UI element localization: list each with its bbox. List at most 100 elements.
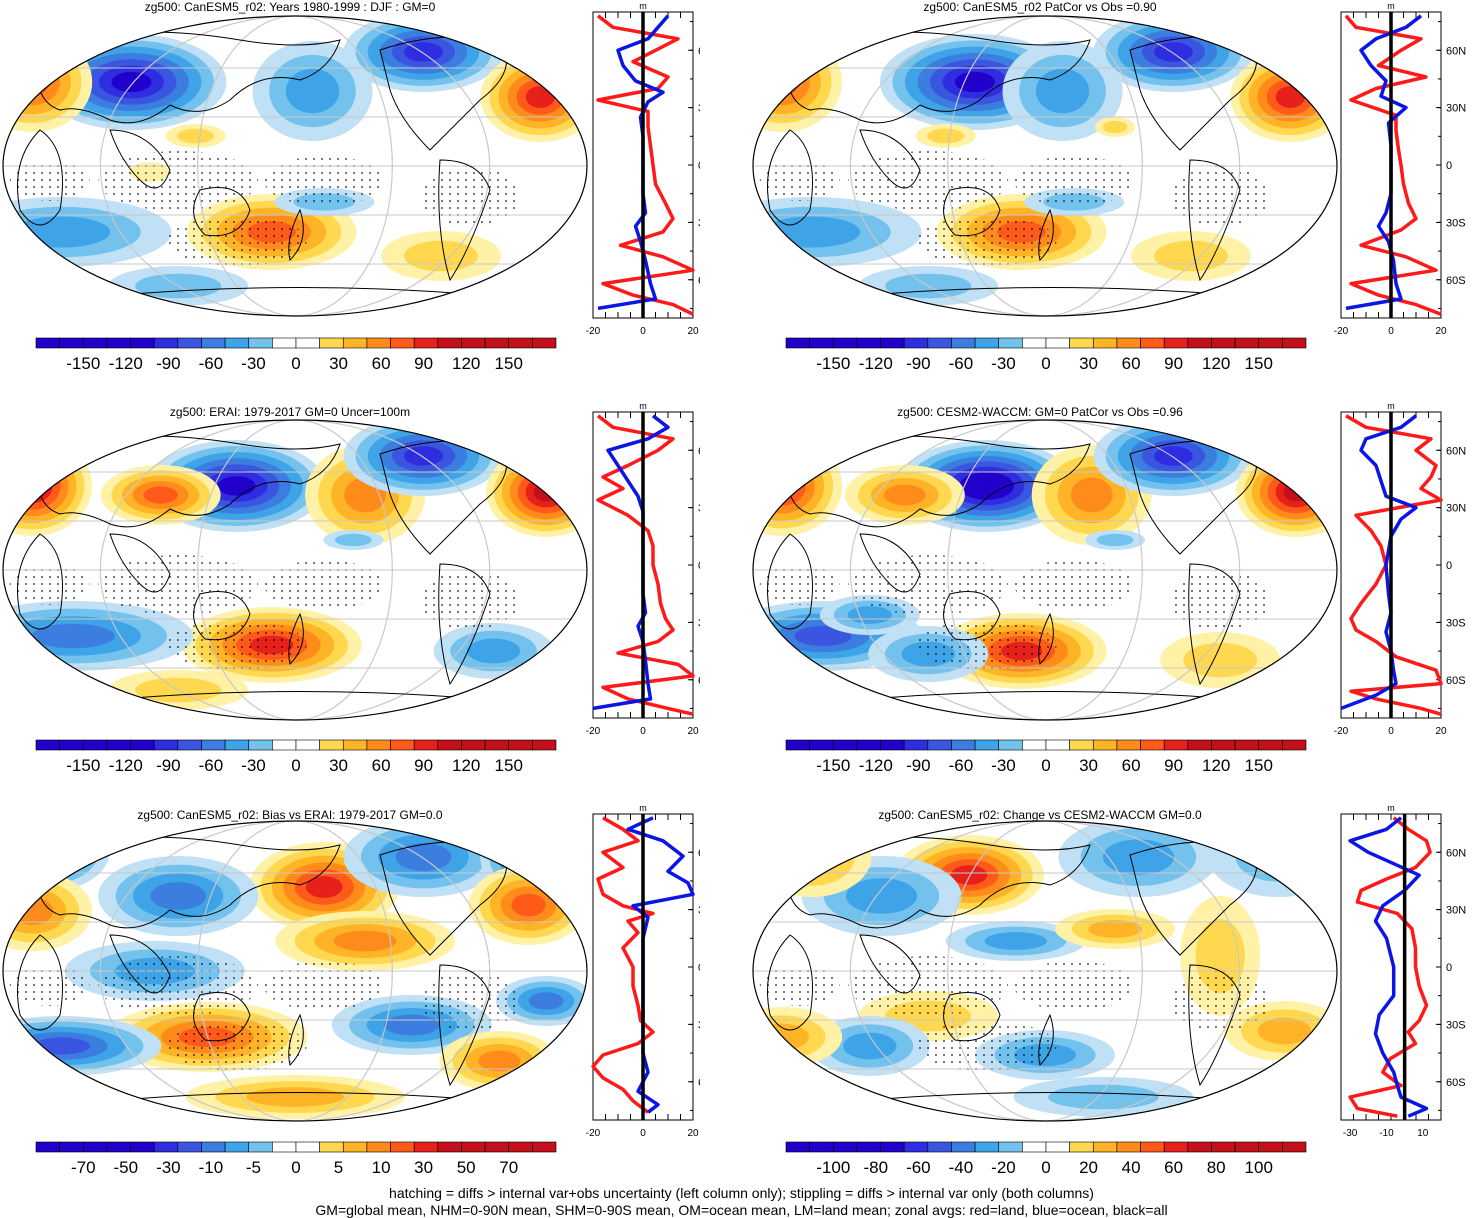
colorbar-bin xyxy=(1282,739,1307,751)
panel-title: zg500: CanESM5_r02: Bias vs ERAI: 1979-2… xyxy=(137,808,443,822)
colorbar-tick-label: 150 xyxy=(1245,354,1273,373)
stippling-region xyxy=(1014,961,1135,1011)
profile-unit: m xyxy=(639,1,647,11)
coastline xyxy=(1188,159,1241,282)
negative-anomaly-contour xyxy=(395,843,452,871)
stippling-region xyxy=(759,565,840,605)
ocean-zonal-mean-line xyxy=(1345,14,1423,311)
colorbar-tick-label: 0 xyxy=(291,756,300,775)
coastline xyxy=(438,563,491,686)
colorbar-bin xyxy=(1140,739,1165,751)
profile-lat-label: 30N xyxy=(698,503,700,515)
colorbar-bin xyxy=(224,337,250,349)
profile-lat-label: 0 xyxy=(1446,160,1452,172)
colorbar-bin xyxy=(272,739,297,751)
coastline xyxy=(869,287,1231,296)
panel-title: zg500: CanESM5_r02 PatCor vs Obs =0.90 xyxy=(923,0,1157,14)
coastline xyxy=(37,435,341,528)
profile-lat-label: 30N xyxy=(698,905,700,917)
colorbar-bin xyxy=(106,1141,131,1153)
colorbar-bin xyxy=(1045,739,1070,751)
profile-lat-label: 60N xyxy=(1446,847,1466,859)
colorbar-bin xyxy=(319,1141,344,1153)
positive-anomaly-contour xyxy=(1257,1017,1312,1045)
colorbar-bin xyxy=(880,337,905,349)
colorbar-tick-label: 120 xyxy=(452,756,480,775)
zonal-profile: m -20 0 20 60N 30N 0 30S 60S xyxy=(1334,1,1466,337)
colorbar-tick-label: 0 xyxy=(291,354,300,373)
negative-anomaly-contour xyxy=(466,638,521,664)
footer-note-2: GM=global mean, NHM=0-90N mean, SHM=0-90… xyxy=(315,1202,1168,1218)
negative-anomaly-contour xyxy=(794,626,852,646)
colorbar-bin xyxy=(366,739,391,751)
profile-x-tick-label: -20 xyxy=(586,1128,601,1139)
colorbar-tick-label: 10 xyxy=(372,1158,391,1177)
profile-lat-label: 30N xyxy=(1446,103,1466,115)
colorbar-tick-label: 90 xyxy=(1164,354,1183,373)
stippling-region xyxy=(1170,971,1271,1031)
colorbar-tick-label: -30 xyxy=(991,354,1016,373)
profile-unit: m xyxy=(639,803,647,813)
colorbar-bin xyxy=(1258,337,1283,349)
colorbar-bin xyxy=(35,739,60,751)
coastline xyxy=(109,533,171,593)
map-plot xyxy=(2,820,588,1122)
positive-anomaly-contour xyxy=(11,468,53,504)
map-plot xyxy=(2,419,588,721)
colorbar-tick-label: 150 xyxy=(1245,756,1273,775)
colorbar-tick-label: 0 xyxy=(1041,1158,1050,1177)
colorbar-bin xyxy=(319,739,344,751)
colorbar-tick-label: -50 xyxy=(114,1158,139,1177)
colorbar-bin xyxy=(82,739,108,751)
map-outline xyxy=(752,419,1338,721)
colorbar-tick-label: -150 xyxy=(66,354,100,373)
colorbar-tick-label: -60 xyxy=(199,756,224,775)
negative-anomaly-contour xyxy=(31,623,115,649)
colorbar-bin xyxy=(461,739,486,751)
colorbar-bin xyxy=(951,1141,976,1153)
colorbar-bin xyxy=(903,337,929,349)
negative-anomaly-contour xyxy=(285,68,340,114)
coastline xyxy=(37,836,341,929)
stippling-region xyxy=(420,570,521,630)
colorbar-bin xyxy=(1092,739,1118,751)
coastline xyxy=(288,1013,304,1066)
coastline xyxy=(767,934,813,1031)
profile-unit: m xyxy=(1387,1,1395,11)
colorbar-tick-label: 0 xyxy=(291,1158,300,1177)
colorbar-tick-label: 60 xyxy=(372,354,391,373)
negative-anomaly-contour xyxy=(516,839,564,875)
coastline xyxy=(767,533,813,630)
ocean-zonal-mean-line xyxy=(1340,414,1418,711)
colorbar-bin xyxy=(1234,739,1260,751)
positive-anomaly-contour xyxy=(246,1087,344,1107)
colorbar-bin xyxy=(295,739,320,751)
negative-anomaly-contour xyxy=(111,71,152,93)
colorbar-bin xyxy=(1258,739,1283,751)
coastline xyxy=(438,964,491,1087)
colorbar-tick-label: 60 xyxy=(1122,756,1141,775)
profile-lat-label: 60N xyxy=(698,445,700,457)
profile-lat-label: 60S xyxy=(1446,1077,1466,1089)
colorbar-bin xyxy=(1187,337,1212,349)
colorbar-bin xyxy=(437,337,462,349)
positive-anomaly-contour xyxy=(765,67,800,97)
coastline xyxy=(787,31,1091,124)
colorbar-tick-label: 100 xyxy=(1245,1158,1273,1177)
stippling-region xyxy=(9,565,90,605)
colorbar-bin xyxy=(201,739,226,751)
colorbar-bin xyxy=(130,1141,155,1153)
colorbar-bin xyxy=(59,337,84,349)
coastline xyxy=(859,533,921,593)
negative-anomaly-contour xyxy=(1102,839,1174,875)
positive-anomaly-contour xyxy=(404,240,478,272)
profile-lat-label: 0 xyxy=(698,962,700,974)
colorbar-bin xyxy=(130,337,155,349)
positive-anomaly-contour xyxy=(1283,482,1309,502)
colorbar-bin xyxy=(832,739,858,751)
negative-anomaly-contour xyxy=(12,216,111,248)
colorbar-bin xyxy=(951,739,976,751)
colorbar-bin xyxy=(974,1141,1000,1153)
colorbar-tick-label: -100 xyxy=(816,1158,850,1177)
map-plot xyxy=(752,15,1338,317)
